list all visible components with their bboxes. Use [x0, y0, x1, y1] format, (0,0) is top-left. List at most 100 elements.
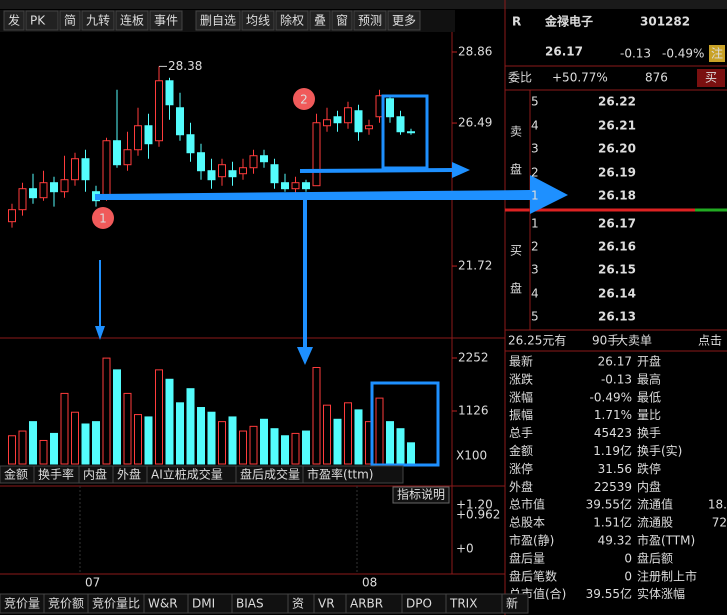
- volume-bar: [18, 430, 27, 465]
- candle-body: [323, 119, 331, 127]
- bid-price: 26.17: [598, 217, 636, 231]
- macd-tick-label: +1.20: [456, 498, 493, 512]
- toolbar-button[interactable]: [353, 10, 387, 31]
- toolbar-label[interactable]: 叠: [314, 14, 326, 28]
- ratio-value: +50.77%: [552, 71, 608, 85]
- quote-label: 金额: [509, 443, 533, 458]
- quote-value: 1.71%: [594, 408, 632, 422]
- indicator-button[interactable]: [392, 486, 450, 504]
- toolbar-label[interactable]: 均线: [246, 14, 270, 28]
- buy-button[interactable]: [697, 69, 725, 87]
- quote-label: 市盈(静): [509, 533, 554, 548]
- bid-level: 4: [531, 287, 539, 301]
- bottom-tab-label[interactable]: DMI: [192, 597, 215, 611]
- indicator-tab-label[interactable]: 内盘: [83, 467, 107, 482]
- bottom-tab-label[interactable]: 竞价额: [48, 597, 84, 611]
- toolbar-button[interactable]: [81, 10, 115, 31]
- bottom-tab-label[interactable]: 竞价量: [4, 597, 40, 611]
- candle-body: [155, 80, 163, 142]
- candle-body: [123, 149, 132, 166]
- bottom-tab-label[interactable]: VR: [318, 597, 335, 611]
- indicator-tab-label[interactable]: 市盈率(ttm): [307, 467, 373, 482]
- bid-price: 26.15: [598, 263, 636, 277]
- toolbar-label[interactable]: 预测: [358, 14, 382, 28]
- toolbar-label[interactable]: 更多: [392, 14, 416, 28]
- toolbar-button[interactable]: [309, 10, 331, 31]
- volume-bar: [123, 392, 132, 465]
- marker-label: 1: [99, 212, 107, 226]
- bottom-tab-label[interactable]: 竞价量比: [92, 597, 140, 611]
- toolbar-label[interactable]: 发: [8, 13, 20, 28]
- quote-label: 内盘: [637, 479, 661, 494]
- quote-label: 外盘: [509, 479, 533, 494]
- toolbar-button[interactable]: [331, 10, 353, 31]
- volume-bar: [260, 418, 268, 465]
- candle-body: [186, 134, 195, 154]
- toolbar-label[interactable]: 简: [64, 14, 76, 28]
- toolbar-label[interactable]: 除权: [280, 13, 304, 28]
- toolbar-button[interactable]: [115, 10, 149, 31]
- toolbar-button[interactable]: [59, 10, 81, 31]
- toolbar-label[interactable]: 九转: [86, 13, 110, 28]
- bottom-tab-label[interactable]: TRIX: [449, 597, 477, 611]
- arrow: [95, 260, 105, 340]
- date-label: 07: [85, 576, 100, 590]
- toolbar-label[interactable]: PK: [30, 14, 46, 28]
- quote-value: -0.13: [601, 372, 632, 386]
- bottom-tab-label[interactable]: ARBR: [350, 597, 383, 611]
- bottom-tab-label[interactable]: DPO: [406, 597, 432, 611]
- bottom-tab[interactable]: [501, 593, 529, 614]
- candle-body: [134, 125, 142, 151]
- volume-bar: [344, 402, 352, 465]
- ask-level: 4: [531, 119, 539, 133]
- indicator-tab-label[interactable]: AI立桩成交量: [151, 467, 223, 482]
- volume-bar: [39, 439, 48, 465]
- toolbar-button[interactable]: [25, 10, 59, 31]
- indicator-tab-label[interactable]: 金额: [4, 467, 28, 482]
- quote-label: 市盈(TTM): [637, 533, 695, 548]
- bottom-tab-label[interactable]: 新: [506, 596, 518, 611]
- volume-bar: [312, 367, 321, 465]
- candle-body: [71, 158, 79, 181]
- toolbar-label[interactable]: 事件: [154, 14, 178, 28]
- badge: R: [512, 15, 521, 29]
- indicator-tab-label[interactable]: 盘后成交量: [240, 467, 300, 482]
- toolbar-label[interactable]: 连板: [120, 13, 144, 28]
- volume-bar: [81, 423, 90, 465]
- toolbar-label[interactable]: 窗: [336, 14, 348, 28]
- quote-label: 最高: [637, 371, 661, 386]
- candle-body: [249, 155, 258, 169]
- indicator-tab-label[interactable]: 外盘: [117, 467, 141, 482]
- quote-label: 换手(实): [637, 443, 682, 458]
- volume-bar: [396, 428, 405, 465]
- bottom-tab-label[interactable]: W&R: [148, 597, 178, 611]
- indicator-button-label[interactable]: 指标说明: [397, 487, 445, 502]
- quote-label: 最新: [509, 354, 533, 369]
- candle-body: [270, 164, 279, 184]
- bottom-tab-label[interactable]: 资: [292, 597, 304, 611]
- volume-bar: [239, 430, 247, 465]
- toolbar-button[interactable]: [195, 10, 241, 31]
- candle-body: [312, 122, 321, 187]
- volume-bar: [50, 432, 58, 465]
- bottom-tab-label[interactable]: BIAS: [236, 597, 264, 611]
- macd-tick-label: +0.962: [456, 508, 500, 522]
- toolbar-label[interactable]: 删自选: [200, 14, 236, 28]
- toolbar-button[interactable]: [387, 10, 421, 31]
- quote-value: 0: [624, 569, 632, 583]
- chart-layer: [8, 51, 457, 574]
- toolbar-button[interactable]: [149, 10, 183, 31]
- indicator-tab-label[interactable]: 换手率: [38, 467, 74, 482]
- indicator-tab[interactable]: [302, 465, 404, 484]
- volume-bar: [386, 421, 394, 465]
- quote-label: 跌停: [637, 461, 661, 476]
- toolbar-button[interactable]: [275, 10, 309, 31]
- toolbar-button[interactable]: [241, 10, 275, 31]
- quote-value: -0.49%: [590, 390, 632, 404]
- buy-button-label[interactable]: 买: [705, 71, 717, 85]
- quote-label: 总市值: [509, 497, 545, 512]
- quote-label: 涨幅: [509, 389, 533, 404]
- candle-body: [407, 131, 415, 134]
- toolbar-button[interactable]: [3, 10, 25, 31]
- candle-body: [50, 182, 58, 193]
